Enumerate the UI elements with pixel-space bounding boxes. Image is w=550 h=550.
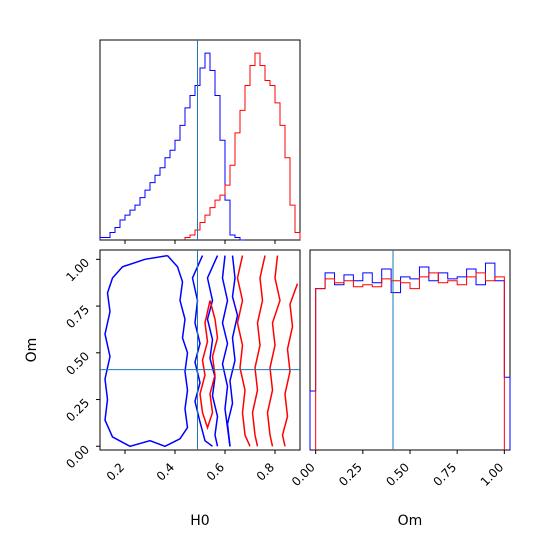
contour-series-1-level-0 — [199, 300, 219, 430]
h0-marginal-panel — [99, 39, 301, 244]
om-marginal-panel: 0.00 0.25 0.50 0.75 1.00 Om — [289, 249, 511, 529]
h0-histogram-ticks — [124, 240, 276, 244]
h0-x-tick-label-0: 0.2 — [104, 460, 127, 483]
x-axis-label-om: Om — [398, 513, 423, 529]
h0-marginal-frame — [99, 39, 301, 241]
contour-series-1-level-1 — [236, 255, 251, 447]
contour-series-0-level-0 — [104, 254, 189, 448]
contour-truth-lines — [100, 250, 300, 450]
contour-series-0-level-3 — [221, 255, 231, 447]
h0-x-tick-label-1: 0.4 — [154, 460, 177, 483]
om-hist-series-1-steps — [315, 272, 505, 450]
om-x-tick-label-3: 0.75 — [430, 460, 459, 489]
h0-om-contour-panel: 0.2 0.4 0.6 0.8 0.00 0.25 0.50 0.75 1.00 H0 Om — [24, 249, 301, 529]
h0-histogram-series — [99, 52, 301, 241]
contour-series-0-level-2 — [206, 255, 219, 447]
om-y-tick-label-2: 0.50 — [63, 349, 92, 378]
om-histogram-series — [309, 262, 511, 450]
om-marginal-frame — [309, 249, 511, 451]
om-x-tick-label-1: 0.25 — [336, 460, 365, 489]
om-y-tick-label-3: 0.75 — [63, 302, 92, 331]
om-x-tick-label-0: 0.00 — [289, 460, 318, 489]
contour-series — [104, 254, 299, 448]
contour-y-ticks: 0.00 0.25 0.50 0.75 1.00 — [63, 256, 100, 471]
contour-series-0-level-1 — [191, 255, 213, 447]
contour-series-1-level-3 — [266, 255, 281, 447]
contour-series-1-level-4 — [281, 283, 299, 447]
om-histogram-ticks: 0.00 0.25 0.50 0.75 1.00 — [289, 450, 506, 489]
h0-hist-series-1-steps — [184, 52, 301, 240]
contour-x-ticks: 0.2 0.4 0.6 0.8 — [104, 450, 277, 484]
om-y-tick-label-0: 0.00 — [63, 442, 92, 471]
h0-x-tick-label-3: 0.8 — [254, 460, 277, 483]
y-axis-label-om: Om — [24, 338, 40, 363]
om-x-tick-label-4: 1.00 — [478, 460, 507, 489]
h0-x-tick-label-2: 0.6 — [204, 460, 227, 483]
x-axis-label-h0: H0 — [190, 513, 209, 529]
h0-hist-series-0-steps — [99, 52, 245, 241]
contour-series-1-level-2 — [251, 255, 266, 447]
contour-frame — [99, 249, 301, 451]
om-y-tick-label-4: 1.00 — [63, 256, 92, 285]
om-y-tick-label-1: 0.25 — [63, 396, 92, 425]
om-hist-series-0-steps — [309, 262, 511, 450]
contour-series-0-level-4 — [226, 255, 239, 447]
om-x-tick-label-2: 0.50 — [383, 460, 412, 489]
